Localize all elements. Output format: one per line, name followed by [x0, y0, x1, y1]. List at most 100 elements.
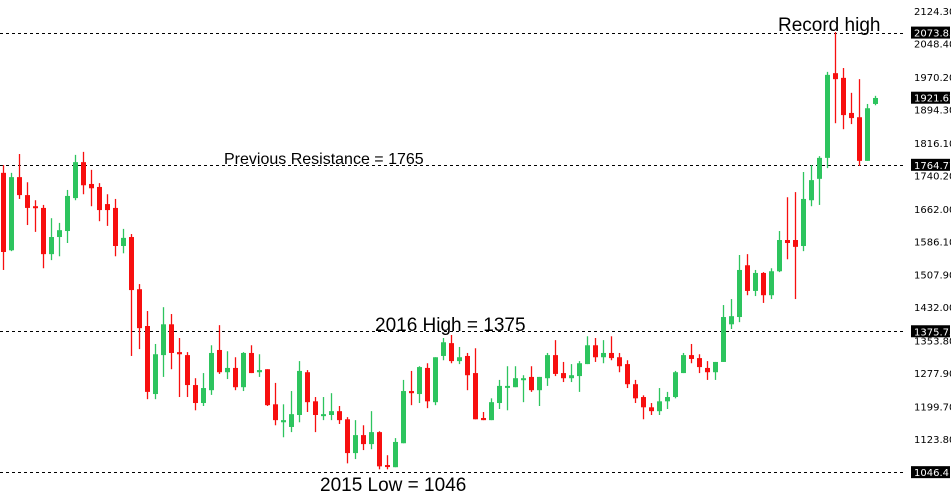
candle-body: [801, 198, 806, 247]
candle: [481, 412, 486, 421]
candle-body: [553, 355, 558, 374]
candle-body: [521, 378, 526, 381]
y-tick-label: 1740.20: [914, 171, 951, 182]
candle: [289, 391, 294, 433]
candle-body: [233, 367, 238, 388]
candle-body: [809, 180, 814, 201]
annotation-2015-low: 2015 Low = 1046: [320, 475, 466, 496]
candle-body: [609, 352, 614, 359]
y-tick-label: 1432.00: [914, 303, 951, 314]
candle-body: [713, 361, 718, 373]
candle-body: [513, 378, 518, 388]
candle-body: [401, 391, 406, 444]
candle: [273, 382, 278, 426]
candle: [697, 354, 702, 374]
candle: [17, 154, 22, 199]
candle: [769, 268, 774, 300]
candle: [153, 343, 158, 400]
candle: [553, 340, 558, 377]
candle-body: [265, 369, 270, 406]
candle-body: [249, 352, 254, 374]
y-tick-label: 1123.80: [914, 435, 951, 446]
candle: [777, 231, 782, 273]
price-highlight-label: 1764.77: [914, 161, 951, 172]
candle-body: [841, 77, 846, 116]
candle-body: [817, 157, 822, 179]
candle: [873, 95, 878, 106]
candle: [49, 218, 54, 261]
candle: [601, 340, 606, 364]
candle-body: [497, 385, 502, 404]
candle-body: [281, 420, 286, 423]
candle-body: [345, 419, 350, 454]
candle-body: [721, 317, 726, 362]
candle: [713, 361, 718, 380]
candle: [417, 366, 422, 404]
candle: [161, 307, 166, 377]
candle-body: [785, 240, 790, 244]
candle-body: [17, 177, 22, 196]
candle-body: [353, 435, 358, 454]
candle: [745, 254, 750, 296]
candle-body: [561, 373, 566, 379]
price-highlight-label: 2073.83: [914, 29, 951, 40]
candle-body: [441, 342, 446, 356]
candle-body: [865, 108, 870, 161]
candle-body: [529, 376, 534, 391]
candle: [537, 376, 542, 407]
y-tick-label: 1277.90: [914, 369, 951, 380]
candle-body: [849, 112, 854, 119]
candle-body: [625, 364, 630, 385]
candle: [369, 411, 374, 450]
candle-body: [209, 352, 214, 391]
candle: [849, 92, 854, 125]
candle-body: [641, 397, 646, 408]
candle-body: [761, 272, 766, 296]
candle: [545, 352, 550, 386]
candle-body: [273, 404, 278, 421]
candle-body: [753, 272, 758, 291]
candle: [489, 398, 494, 421]
candle-body: [769, 271, 774, 296]
candle-body: [105, 204, 110, 211]
candle-body: [169, 324, 174, 353]
candle: [513, 366, 518, 388]
price-highlight-label: 1921.62: [914, 94, 951, 105]
candle-body: [617, 357, 622, 367]
y-tick-label: 1662.00: [914, 205, 951, 216]
candle: [633, 379, 638, 404]
candle: [361, 425, 366, 451]
candle: [785, 197, 790, 260]
candle-body: [393, 441, 398, 468]
candle: [257, 354, 262, 377]
candle: [25, 182, 30, 226]
candle-body: [433, 357, 438, 403]
candle-body: [201, 388, 206, 404]
candle: [241, 352, 246, 392]
price-highlight-box: [911, 466, 950, 479]
candle: [313, 397, 318, 433]
candle-body: [425, 367, 430, 402]
candle: [385, 455, 390, 470]
candle-body: [57, 230, 62, 238]
candle: [1, 165, 6, 270]
candle: [761, 272, 766, 303]
candle: [729, 299, 734, 330]
price-highlight-box: [911, 325, 950, 338]
candle-body: [545, 355, 550, 379]
candle: [569, 364, 574, 383]
candle: [585, 336, 590, 365]
candle: [465, 352, 470, 391]
y-tick-label: 2124.30: [914, 7, 951, 18]
candle: [681, 352, 686, 374]
candle-body: [321, 414, 326, 417]
candle: [497, 379, 502, 410]
candle: [185, 352, 190, 398]
candle: [793, 192, 798, 300]
candle: [169, 314, 174, 370]
candle: [233, 357, 238, 391]
candle-body: [97, 186, 102, 211]
candle: [665, 391, 670, 410]
candle-body: [777, 240, 782, 272]
candle-body: [793, 240, 798, 247]
